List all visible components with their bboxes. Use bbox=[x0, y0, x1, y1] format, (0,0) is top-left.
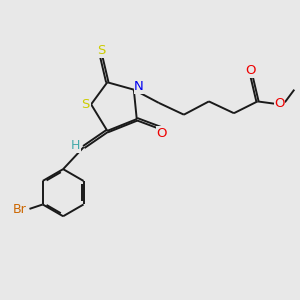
Text: S: S bbox=[82, 98, 90, 111]
Text: O: O bbox=[274, 97, 285, 110]
Text: O: O bbox=[245, 64, 255, 77]
Text: S: S bbox=[97, 44, 106, 57]
Text: O: O bbox=[157, 127, 167, 140]
Text: Br: Br bbox=[13, 203, 27, 216]
Text: H: H bbox=[71, 139, 80, 152]
Text: N: N bbox=[134, 80, 144, 93]
